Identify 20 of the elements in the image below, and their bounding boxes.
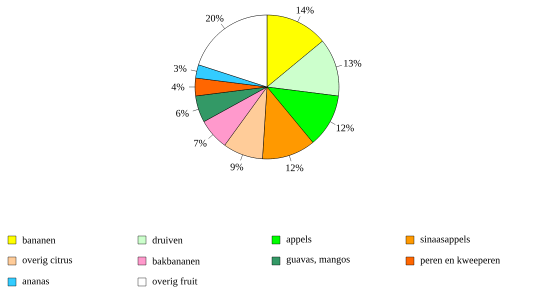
legend-label: overig citrus [22, 256, 72, 266]
data-label: 20% [206, 14, 224, 22]
data-label: 14% [296, 6, 314, 14]
legend-label: guavas, mangos [286, 257, 350, 265]
legend-label: bananen [22, 236, 56, 244]
data-label: 4% [172, 84, 184, 90]
data-label: 12% [286, 164, 304, 172]
data-label: 9% [230, 164, 244, 170]
data-label: 12% [336, 124, 354, 132]
data-label: 7% [194, 140, 207, 147]
legend-label: peren en kweeperen [420, 256, 500, 266]
data-label: 3% [174, 65, 186, 72]
data-label: 6% [176, 110, 189, 117]
legend-label: bakbananen [152, 257, 200, 264]
legend-label: appels [286, 235, 312, 245]
legend-label: sinaasappels [420, 235, 470, 245]
legend-label: ananas [22, 280, 50, 284]
legend-label: overig fruit [152, 277, 198, 287]
data-label: 13% [344, 60, 362, 67]
legend-label: druiven [152, 236, 183, 244]
